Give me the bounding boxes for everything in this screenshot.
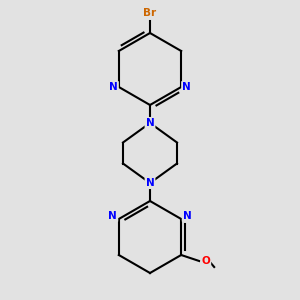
Text: O: O	[201, 256, 210, 266]
Text: Br: Br	[143, 8, 157, 19]
Text: N: N	[182, 82, 191, 92]
Text: N: N	[146, 178, 154, 188]
Text: N: N	[109, 82, 118, 92]
Text: N: N	[108, 211, 117, 221]
Text: N: N	[146, 118, 154, 128]
Text: N: N	[183, 211, 192, 221]
